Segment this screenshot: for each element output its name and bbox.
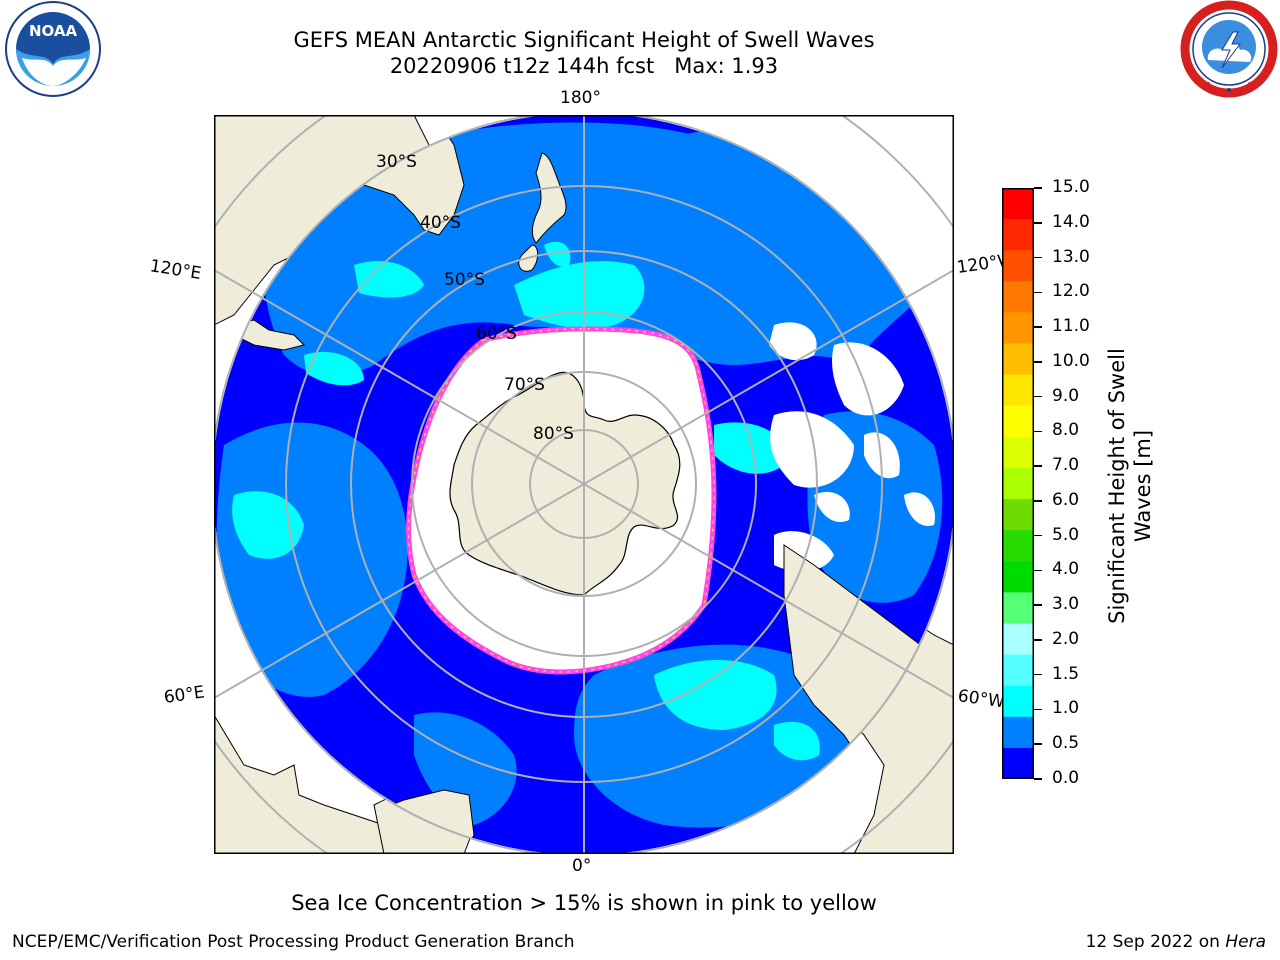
colorbar-tick [1034,222,1042,224]
colorbar-tick-label: 13.0 [1052,246,1090,267]
graticule [214,115,954,854]
colorbar-tick-label: 4.0 [1052,559,1080,580]
date-text: 12 Sep 2022 on [1085,932,1220,952]
colorbar-segment [1002,467,1034,500]
map-title: GEFS MEAN Antarctic Significant Height o… [293,28,875,52]
system-name: Hera [1225,932,1266,952]
lon-label-0: 0° [572,856,592,876]
colorbar-tick [1034,673,1042,676]
colorbar-title: Significant Height of Swell Waves [m] [1104,336,1156,636]
colorbar-tick-label: 11.0 [1052,316,1090,337]
sea-ice-note: Sea Ice Concentration > 15% is shown in … [291,891,877,915]
lat-label-50s: 50°S [444,270,485,290]
colorbar-segment [1002,716,1034,749]
colorbar-tick [1034,639,1042,641]
colorbar-segment [1002,530,1034,562]
colorbar-tick [1034,326,1042,328]
colorbar-segment [1002,312,1034,345]
colorbar-title-line1: Significant Height of Swell [1105,348,1129,624]
colorbar-tick-label: 1.0 [1052,698,1080,719]
swell-high [232,241,820,761]
colorbar-segment [1002,747,1034,779]
colorbar-tick [1034,604,1042,606]
colorbar-tick-label: 10.0 [1052,350,1090,371]
colorbar-segment [1002,343,1034,376]
colorbar-tick-label: 15.0 [1052,177,1090,197]
lat-label-80s: 80°S [533,424,574,444]
colorbar-segment [1002,561,1034,593]
colorbar-tick-label: 12.0 [1052,281,1090,302]
colorbar-tick-label: 8.0 [1052,420,1080,441]
colorbar-tick [1034,708,1042,711]
map-subtitle: 20220906 t12z 144h fcst Max: 1.93 [389,54,779,78]
lat-label-30s: 30°S [376,152,417,172]
colorbar-tick [1034,778,1042,780]
colorbar-segment [1002,623,1034,656]
colorbar [1002,188,1034,779]
colorbar-tick [1034,187,1042,189]
colorbar-tick-label: 9.0 [1052,385,1080,406]
colorbar-tick [1034,256,1042,259]
lon-label-120e: 120°E [148,256,203,284]
colorbar-tick-label: 2.0 [1052,628,1080,649]
colorbar-segment [1002,499,1034,531]
colorbar-segment [1002,685,1034,718]
colorbar-tick-label: 6.0 [1052,489,1080,510]
colorbar-tick-label: 5.0 [1052,524,1080,545]
lat-label-70s: 70°S [504,375,545,395]
colorbar-segment [1002,250,1034,282]
lon-label-60w: 60°W [956,686,1003,713]
credit-text: NCEP/EMC/Verification Post Processing Pr… [12,932,575,952]
colorbar-segment [1002,281,1034,313]
colorbar-tick-label: 14.0 [1052,211,1090,232]
colorbar-title-line2: Waves [m] [1131,429,1155,543]
colorbar-segment [1002,436,1034,469]
colorbar-tick [1034,430,1042,433]
noaa-logo: NOAA [5,1,101,97]
colorbar-segment [1002,374,1034,407]
antarctica-land [449,371,681,596]
map-border [214,115,954,854]
lat-label-40s: 40°S [420,213,461,233]
colorbar-tick-label: 0.0 [1052,768,1080,788]
colorbar-tick [1034,534,1042,537]
polar-map [214,115,954,854]
colorbar-tick-label: 7.0 [1052,455,1080,476]
colorbar-segment [1002,405,1034,438]
colorbar-segment [1002,592,1034,624]
lon-label-120w: 120°W [955,251,1004,278]
colorbar-tick [1034,291,1042,294]
noaa-logo-text: NOAA [29,22,78,40]
colorbar-tick-label: 3.0 [1052,594,1080,615]
colorbar-segment [1002,188,1034,220]
colorbar-tick [1034,361,1042,363]
colorbar-tick [1034,395,1042,398]
colorbar-segment [1002,654,1034,687]
lon-label-60e: 60°E [162,682,206,708]
colorbar-segment [1002,219,1034,251]
colorbar-tick [1034,743,1042,745]
lon-label-180: 180° [560,88,601,108]
date-stamp: 12 Sep 2022 on Hera [1086,932,1266,952]
colorbar-tick [1034,465,1042,467]
colorbar-tick-label: 1.5 [1052,663,1080,684]
lat-label-60s: 60°S [476,324,517,344]
colorbar-tick [1034,569,1042,572]
colorbar-tick [1034,500,1042,502]
colorbar-tick-label: 0.5 [1052,733,1080,754]
nws-logo [1180,0,1278,98]
